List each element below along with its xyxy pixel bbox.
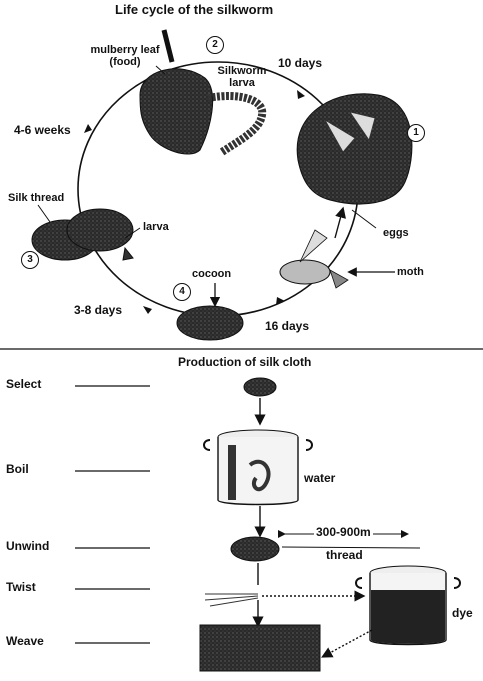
stage-number-4: 4 bbox=[173, 283, 191, 301]
step-unwind: Unwind bbox=[6, 539, 50, 553]
cocoon-illustration bbox=[176, 305, 244, 341]
select-cocoon bbox=[243, 377, 277, 397]
egg-leaf-illustration bbox=[296, 93, 413, 205]
mulberry-leaf-illustration bbox=[139, 29, 214, 155]
stage-number-2: 2 bbox=[206, 36, 224, 54]
stage-number-1: 1 bbox=[407, 124, 425, 142]
duration-3-8-days: 3-8 days bbox=[74, 303, 123, 317]
moth-to-eggs-arrow bbox=[334, 206, 346, 239]
thread-line bbox=[281, 546, 421, 549]
dye-label: dye bbox=[452, 606, 473, 620]
cycle-arrow-1-2 bbox=[297, 90, 305, 99]
dye-pot-illustration bbox=[355, 565, 461, 646]
step-weave: Weave bbox=[6, 634, 44, 648]
silk-thread-label: Silk thread bbox=[8, 192, 65, 204]
stage-number-3: 3 bbox=[21, 251, 39, 269]
production-title: Production of silk cloth bbox=[178, 355, 312, 369]
dye-to-weave-arrow bbox=[321, 629, 373, 658]
thread-label: thread bbox=[326, 548, 363, 562]
eggs-pointer bbox=[351, 209, 377, 229]
duration-16-days: 16 days bbox=[265, 319, 310, 333]
moth-label: moth bbox=[397, 266, 424, 278]
moth-illustration bbox=[279, 229, 349, 289]
spinning-larva-illustration bbox=[31, 208, 134, 261]
cycle-arrow-4-1 bbox=[276, 297, 285, 305]
cycle-arrow-3-4 bbox=[143, 306, 152, 314]
cocoon-label: cocoon bbox=[192, 268, 232, 280]
twisted-strands bbox=[204, 593, 259, 607]
length-label: 300-900m bbox=[314, 525, 373, 539]
duration-4-6-weeks: 4-6 weeks bbox=[14, 123, 71, 137]
woven-cloth-illustration bbox=[199, 624, 321, 672]
step-twist: Twist bbox=[6, 580, 36, 594]
life-cycle-title: Life cycle of the silkworm bbox=[115, 2, 274, 17]
duration-10-days: 10 days bbox=[278, 56, 323, 70]
cycle-arrow-2-3 bbox=[84, 124, 92, 133]
larva-label: larva bbox=[143, 221, 169, 233]
step-select: Select bbox=[6, 377, 42, 391]
silkworm-larva-illustration bbox=[207, 92, 267, 156]
answer-blanks bbox=[75, 385, 150, 644]
step-boil: Boil bbox=[6, 462, 29, 476]
water-label: water bbox=[304, 471, 336, 485]
mulberry-leaf-label: mulberry leaf (food) bbox=[90, 44, 160, 68]
eggs-label: eggs bbox=[383, 227, 409, 239]
silkworm-larva-label: Silkworm larva bbox=[217, 65, 267, 89]
unwind-cocoon bbox=[230, 536, 280, 562]
boiling-pot-illustration bbox=[203, 429, 313, 506]
